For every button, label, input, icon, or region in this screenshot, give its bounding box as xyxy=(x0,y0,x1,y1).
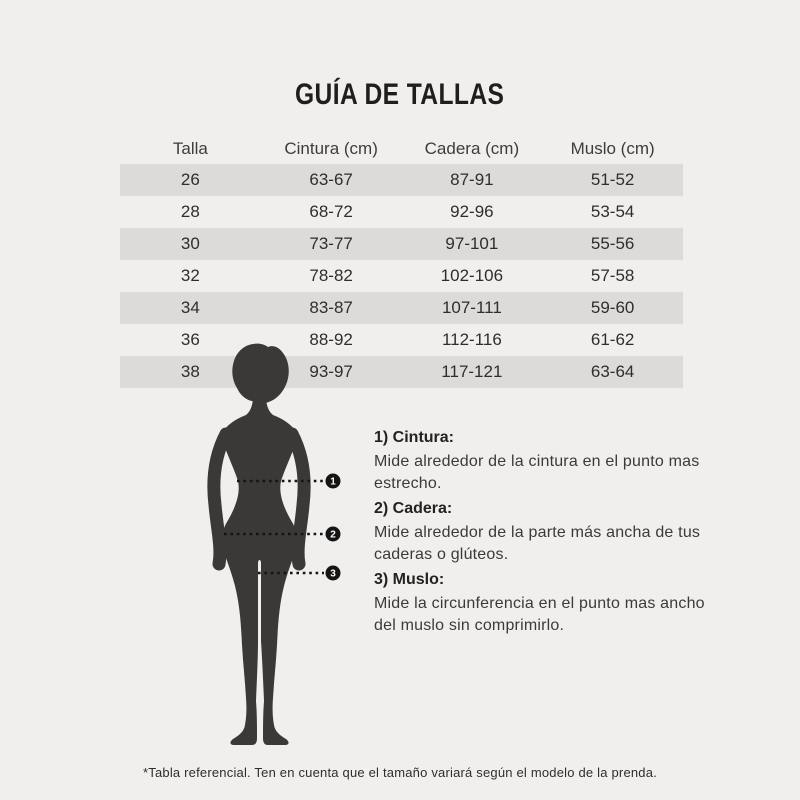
table-row: 30 73-77 97-101 55-56 xyxy=(120,228,683,260)
table-cell: 83-87 xyxy=(309,298,353,317)
table-cell: 112-116 xyxy=(441,330,502,349)
column-header-talla: Talla xyxy=(172,138,208,158)
silhouette-right-arm xyxy=(285,427,311,571)
silhouette-head xyxy=(232,343,289,404)
table-cell: 107-111 xyxy=(441,298,502,317)
instruction-muslo-body: Mide la circunferencia en el punto mas a… xyxy=(374,595,705,634)
table-cell: 97-101 xyxy=(445,234,499,253)
instruction-cadera: 2) Cadera: Mide alrededor de la parte má… xyxy=(374,499,714,566)
table-cell: 30 xyxy=(180,234,200,253)
page-title-text: GUÍA DE TALLAS xyxy=(295,78,505,111)
footnote: *Tabla referencial. Ten en cuenta que el… xyxy=(143,765,657,780)
body-silhouette-figure: 1 2 3 xyxy=(207,343,341,745)
table-header-row: Talla Cintura (cm) Cadera (cm) Muslo (cm… xyxy=(120,133,683,164)
table-cell: 28 xyxy=(180,202,200,221)
table-cell: 51-52 xyxy=(590,170,635,189)
table-cell: 34 xyxy=(180,298,200,317)
table-cell: 53-54 xyxy=(590,202,635,221)
table-cell: 88-92 xyxy=(309,330,353,349)
table-cell: 73-77 xyxy=(309,234,353,253)
table-cell: 57-58 xyxy=(590,266,635,285)
instructions-list: 1) Cintura: Mide alrededor de la cintura… xyxy=(374,428,714,641)
marker-number: 3 xyxy=(330,569,336,580)
instruction-cintura: 1) Cintura: Mide alrededor de la cintura… xyxy=(374,428,714,495)
table-row: 34 83-87 107-111 59-60 xyxy=(120,292,683,324)
table-cell: 61-62 xyxy=(590,330,635,349)
column-header-muslo: Muslo (cm) xyxy=(570,138,655,158)
marker-number: 1 xyxy=(330,477,336,488)
marker-muslo: 3 xyxy=(325,565,341,581)
table-cell: 55-56 xyxy=(590,234,635,253)
table-cell: 78-82 xyxy=(309,266,353,285)
instruction-cintura-heading: 1) Cintura: xyxy=(374,429,454,446)
table-cell: 117-121 xyxy=(441,362,503,381)
table-cell: 36 xyxy=(180,330,200,349)
silhouette-left-arm xyxy=(207,427,233,571)
table-cell: 63-64 xyxy=(590,362,635,381)
column-header-cadera: Cadera (cm) xyxy=(424,138,520,158)
table-row: 38 93-97 117-121 63-64 xyxy=(120,356,683,388)
table-cell: 32 xyxy=(180,266,200,285)
table-row: 26 63-67 87-91 51-52 xyxy=(120,164,683,196)
table-row: 36 88-92 112-116 61-62 xyxy=(120,324,683,356)
instruction-muslo-heading: 3) Muslo: xyxy=(374,571,445,588)
size-table: Talla Cintura (cm) Cadera (cm) Muslo (cm… xyxy=(120,133,683,388)
page-title: GUÍA DE TALLAS xyxy=(0,78,800,112)
instruction-muslo: 3) Muslo: Mide la circunferencia en el p… xyxy=(374,570,714,637)
table-cell: 92-96 xyxy=(450,202,494,221)
table-cell: 26 xyxy=(180,170,200,189)
table-cell: 38 xyxy=(180,362,200,381)
instruction-cintura-body: Mide alrededor de la cintura en el punto… xyxy=(374,453,700,492)
marker-cadera: 2 xyxy=(325,526,341,542)
table-cell: 102-106 xyxy=(440,266,504,285)
silhouette-body xyxy=(221,394,298,745)
table-row: 32 78-82 102-106 57-58 xyxy=(120,260,683,292)
table-cell: 93-97 xyxy=(309,362,353,381)
table-cell: 59-60 xyxy=(590,298,635,317)
table-cell: 68-72 xyxy=(309,202,353,221)
instruction-cadera-heading: 2) Cadera: xyxy=(374,500,453,517)
column-header-cintura: Cintura (cm) xyxy=(284,138,378,158)
marker-number: 2 xyxy=(330,530,336,541)
table-cell: 63-67 xyxy=(309,170,353,189)
table-row: 28 68-72 92-96 53-54 xyxy=(120,196,683,228)
instruction-cadera-body: Mide alrededor de la parte más ancha de … xyxy=(374,524,701,563)
marker-cintura: 1 xyxy=(325,473,341,489)
table-cell: 87-91 xyxy=(450,170,494,189)
